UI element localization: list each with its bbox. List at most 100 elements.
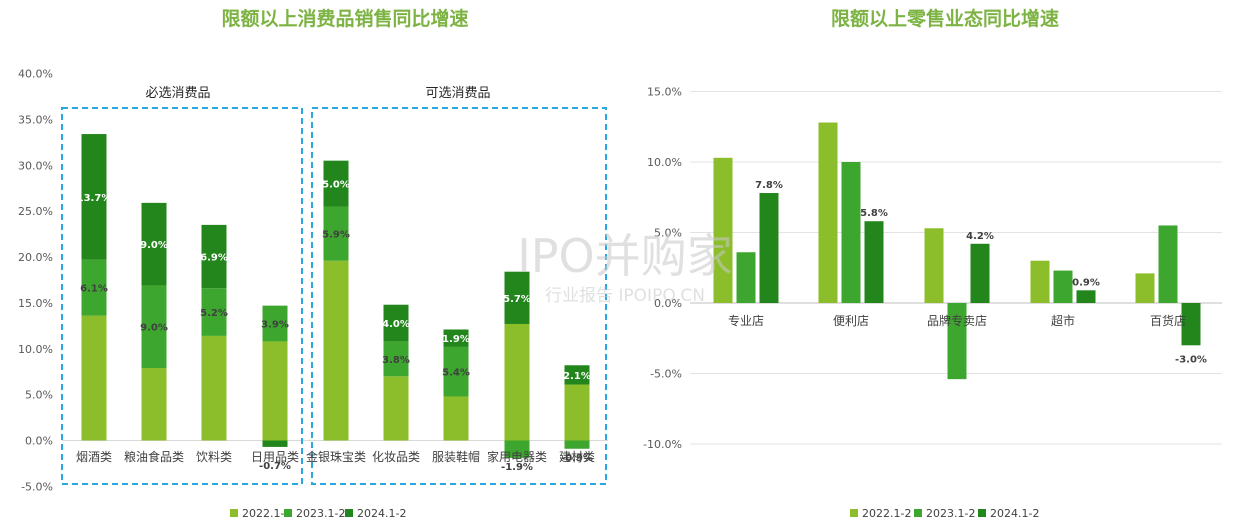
left-y-tick-label: 20.0% [18, 251, 53, 264]
right-y-tick-label: 10.0% [647, 156, 682, 169]
bar-segment [81, 315, 107, 441]
category-label: 超市 [1051, 313, 1075, 328]
left-y-tick-label: 15.0% [18, 297, 53, 310]
data-label: 4.0% [382, 319, 410, 330]
bar [924, 228, 944, 303]
data-label: 6.9% [200, 253, 228, 264]
category-label: 百货店 [1150, 313, 1186, 328]
bar [1181, 303, 1201, 346]
bar-segment [443, 396, 469, 441]
bar-segment [443, 329, 469, 347]
data-label: 9.0% [140, 240, 168, 251]
bar-segment [564, 384, 590, 441]
bar [864, 221, 884, 303]
right-y-tick-label: 15.0% [647, 86, 682, 99]
bar-segment [262, 341, 288, 441]
bar [970, 243, 990, 303]
left-y-tick-label: 35.0% [18, 113, 53, 126]
right-chart-title: 限额以上零售业态同比增速 [830, 8, 1059, 30]
category-label: 专业店 [728, 313, 764, 328]
right-y-tick-label: 0.0% [654, 297, 682, 310]
data-label: 5.4% [442, 368, 470, 379]
group-label: 可选消费品 [425, 86, 490, 101]
category-label: 品牌专卖店 [927, 313, 987, 328]
category-label: 烟酒类 [76, 450, 112, 464]
data-label: -0.7% [259, 461, 291, 472]
legend-label: 2024.1-2 [357, 507, 406, 520]
left-chart-title: 限额以上消费品销售同比增速 [221, 8, 469, 30]
data-label: 3.8% [382, 355, 410, 366]
bar-segment [201, 224, 227, 289]
data-label: 5.8% [860, 208, 888, 219]
bar [736, 252, 756, 303]
bar [713, 157, 733, 303]
category-label: 便利店 [833, 314, 869, 328]
bar-segment [383, 304, 409, 342]
data-label: 3.9% [261, 320, 289, 331]
legend-swatch [914, 509, 922, 517]
bar [1135, 273, 1155, 303]
bar-segment [262, 440, 288, 447]
bar-segment [564, 365, 590, 385]
bar-segment [201, 335, 227, 441]
data-label: -1.9% [501, 462, 533, 473]
legend-label: 2022.1-2 [862, 507, 911, 520]
group-dashed-box [311, 107, 607, 485]
bar-segment [201, 288, 227, 336]
bar-segment [262, 305, 288, 342]
bar-segment [81, 134, 107, 260]
data-label: 5.2% [200, 308, 228, 319]
data-label: 6.1% [80, 284, 108, 295]
bar [841, 162, 861, 303]
right-y-tick-label: -5.0% [650, 368, 682, 381]
bar-segment [504, 440, 530, 458]
legend-swatch [978, 509, 986, 517]
data-label: 4.2% [966, 231, 994, 242]
bar-segment [81, 259, 107, 316]
bar [947, 303, 967, 380]
data-label: 5.9% [322, 230, 350, 241]
bar [1053, 270, 1073, 303]
category-label: 金银珠宝类 [306, 449, 366, 464]
legend-label: 2023.1-2 [926, 507, 975, 520]
bar-segment [141, 202, 167, 286]
left-y-tick-label: 40.0% [18, 68, 53, 81]
bar-segment [383, 376, 409, 441]
watermark-text: 行业报告 IPOIPO.CN [545, 286, 705, 306]
data-label: 5.0% [322, 180, 350, 191]
category-label: 饮料类 [196, 450, 232, 464]
data-label: 0.9% [1072, 277, 1100, 288]
watermark-logo: IPO并购家 [517, 229, 733, 283]
data-label: -3.0% [1175, 354, 1207, 365]
legend-swatch [850, 509, 858, 517]
category-label: 化妆品类 [372, 450, 420, 464]
data-label: 5.7% [503, 294, 531, 305]
left-y-tick-label: -5.0% [21, 480, 53, 493]
group-label: 必选消费品 [145, 86, 210, 101]
category-label: 建材类 [559, 450, 595, 464]
category-label: 日用品类 [251, 450, 299, 464]
left-y-tick-label: 30.0% [18, 159, 53, 172]
data-label: -0.9% [561, 453, 593, 464]
left-y-tick-label: 10.0% [18, 343, 53, 356]
left-y-tick-label: 25.0% [18, 205, 53, 218]
data-label: 7.8% [755, 180, 783, 191]
legend-label: 2023.1-2 [296, 507, 345, 520]
bar-segment [141, 368, 167, 441]
right-y-tick-label: 5.0% [654, 227, 682, 240]
data-label: 1.9% [442, 334, 470, 345]
bar [818, 122, 838, 304]
category-label: 服装鞋帽 [432, 449, 480, 464]
bar-segment [383, 341, 409, 377]
bar-segment [504, 271, 530, 324]
category-label: 家用电器类 [487, 449, 547, 464]
bar-segment [564, 440, 590, 449]
bar-segment [323, 206, 349, 261]
data-label: 2.1% [563, 371, 591, 382]
legend-label: 2024.1-2 [990, 507, 1039, 520]
legend-label: 2022.1-2 [242, 507, 291, 520]
bar-segment [141, 285, 167, 369]
group-dashed-box [61, 107, 303, 485]
category-label: 粮油食品类 [124, 449, 184, 464]
